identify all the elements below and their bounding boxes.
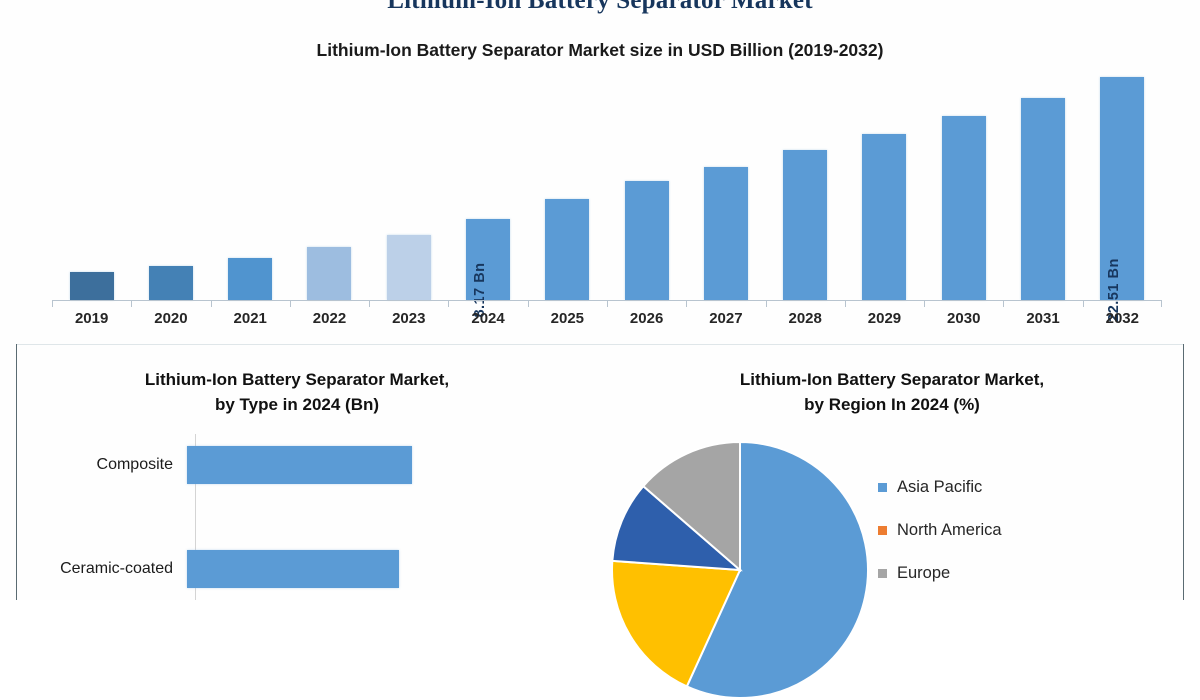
- axis-tick: [369, 300, 448, 307]
- column-category-label: 2028: [788, 310, 822, 327]
- type-chart-title: Lithium-Ion Battery Separator Market, by…: [17, 368, 577, 417]
- column-slot: [686, 62, 765, 300]
- axis-tick: [1082, 300, 1163, 307]
- column-bar: 8.17 Bn: [466, 218, 511, 318]
- region-chart-title-line2: by Region In 2024 (%): [804, 394, 980, 414]
- column-category-label: 2029: [867, 310, 902, 327]
- column-category-label: 2032: [1105, 310, 1139, 327]
- type-chart-title-line2: by Type in 2024 (Bn): [214, 394, 380, 414]
- type-chart-y-axis: [195, 434, 196, 600]
- column-category-label: 2019: [74, 310, 109, 327]
- pie-slice: [641, 440, 741, 573]
- column-slot: [766, 62, 845, 300]
- panel-border-right: [1183, 344, 1184, 600]
- legend-swatch-icon: [878, 483, 887, 492]
- type-chart-title-line1: Lithium-Ion Battery Separator Market,: [144, 370, 450, 389]
- column-slot: 22.51 Bn: [1083, 62, 1162, 322]
- axis-tick: [924, 300, 1003, 307]
- column-chart-x-axis: [52, 300, 1163, 307]
- column-bar: [703, 167, 748, 300]
- column-category-label: 2027: [709, 310, 743, 327]
- column-slot: 8.17 Bn: [448, 62, 527, 318]
- legend-item: North America: [878, 509, 1178, 552]
- column-chart: 8.17 Bn 22.51 Bn: [52, 62, 1162, 322]
- type-chart-plot-area: Composite Ceramic-coated: [17, 434, 577, 600]
- panel-divider-top: [16, 344, 1184, 345]
- legend-swatch-icon: [878, 526, 887, 535]
- column-category-label: 2023: [392, 310, 426, 327]
- type-bar-label: Composite: [96, 456, 173, 473]
- column-bar: [228, 258, 273, 300]
- column-chart-plot-area: 8.17 Bn 22.51 Bn: [52, 62, 1162, 322]
- region-chart-title-line1: Lithium-Ion Battery Separator Market,: [739, 370, 1045, 389]
- column-slot: [845, 62, 924, 300]
- column-chart-category-labels: 2019 2020 2021 2022 2023 2024 2025 2026 2027 2028…: [52, 310, 1162, 332]
- type-bar-row: Ceramic-coated: [17, 548, 577, 590]
- legend-swatch-icon: [878, 569, 887, 578]
- column-slot: [924, 62, 1003, 300]
- axis-tick: [606, 300, 686, 307]
- legend-label: Asia Pacific: [897, 478, 983, 496]
- column-category-label: 2026: [629, 310, 664, 327]
- axis-tick: [448, 300, 527, 307]
- pie-slice: [611, 484, 743, 572]
- pie-chart-legend: Asia Pacific North America Europe: [878, 466, 1178, 595]
- column-bar: [386, 234, 431, 300]
- type-chart: Lithium-Ion Battery Separator Market, by…: [17, 346, 577, 600]
- column-bar: [862, 134, 907, 300]
- column-category-label: 2021: [233, 310, 267, 327]
- axis-tick: [52, 300, 131, 307]
- type-bar-row: Composite: [17, 444, 577, 486]
- legend-item: Europe: [878, 552, 1178, 595]
- column-slot: [607, 62, 686, 300]
- region-chart: Lithium-Ion Battery Separator Market, by…: [600, 346, 1184, 699]
- column-bar: [941, 115, 986, 300]
- pie-chart: [611, 440, 869, 699]
- panel-border-left: [16, 344, 17, 600]
- type-bar-fill: [187, 446, 412, 484]
- column-bar: [783, 150, 828, 300]
- legend-label: Europe: [897, 564, 951, 582]
- column-category-label: 2030: [947, 310, 981, 327]
- column-slot: [211, 62, 290, 300]
- axis-tick: [527, 300, 607, 307]
- column-bar: [545, 198, 590, 300]
- region-chart-title: Lithium-Ion Battery Separator Market, by…: [600, 368, 1184, 417]
- column-bar: [1021, 97, 1066, 300]
- column-category-label: 2031: [1026, 310, 1060, 327]
- axis-tick: [844, 300, 924, 307]
- axis-tick: [765, 300, 845, 307]
- type-bar-fill: [187, 550, 399, 588]
- axis-tick: [210, 300, 290, 307]
- column-slot: [369, 62, 448, 300]
- column-category-label: 2024: [471, 310, 505, 327]
- column-bar: [624, 181, 669, 300]
- column-bar: [307, 247, 352, 300]
- legend-item: Asia Pacific: [878, 466, 1178, 509]
- column-slot: [528, 62, 607, 300]
- column-slot: [1003, 62, 1082, 300]
- axis-tick: [289, 300, 369, 307]
- type-bar-label: Ceramic-coated: [60, 560, 173, 577]
- axis-tick: [131, 300, 210, 307]
- column-slot: [52, 62, 131, 300]
- column-bar: [148, 266, 193, 300]
- column-category-label: 2025: [550, 310, 585, 327]
- axis-tick-marks: [52, 300, 1163, 307]
- column-chart-subtitle: Lithium-Ion Battery Separator Market siz…: [316, 40, 884, 60]
- column-category-label: 2020: [154, 310, 188, 327]
- column-slot: [290, 62, 369, 300]
- column-category-label: 2022: [312, 310, 347, 327]
- legend-label: North America: [897, 521, 1002, 539]
- pie-chart-wrapper: [610, 440, 870, 699]
- infographic-root: Lithium-Ion Battery Separator Market Lit…: [16, 0, 1184, 699]
- column-bar: [69, 272, 114, 300]
- axis-tick: [686, 300, 765, 307]
- column-bar: 22.51 Bn: [1100, 76, 1145, 322]
- page-title: Lithium-Ion Battery Separator Market: [387, 0, 813, 14]
- column-slot: [131, 62, 210, 300]
- axis-tick: [1003, 300, 1082, 307]
